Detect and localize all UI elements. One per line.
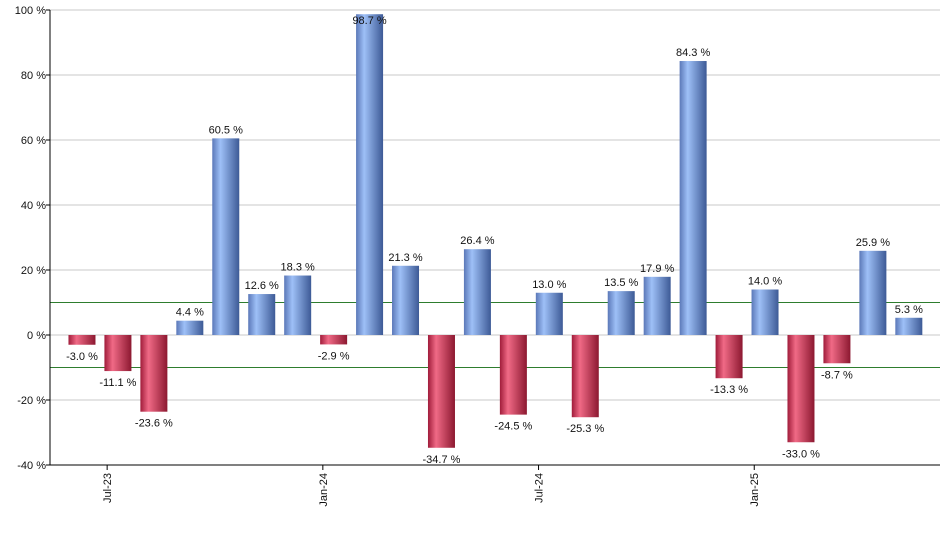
bar-negative (104, 335, 132, 372)
data-label: 84.3 % (676, 47, 710, 59)
y-tick-label: 40 % (21, 200, 46, 212)
bar-negative (140, 335, 168, 412)
bar-negative (68, 335, 96, 345)
bar-positive (859, 250, 887, 335)
data-label: 5.3 % (895, 304, 923, 316)
data-label: -11.1 % (99, 377, 136, 389)
data-label: 17.9 % (640, 263, 674, 275)
bar-positive (607, 291, 635, 335)
data-label: 18.3 % (281, 262, 315, 274)
y-tick-labels: -40 % -20 % 0 % 20 % 40 % 60 % 80 % 100 % (15, 5, 50, 472)
x-tick-label: Jan-25 (749, 473, 761, 507)
axes (49, 10, 940, 466)
bar-negative (499, 335, 527, 415)
data-label: -2.9 % (318, 350, 350, 362)
bar-positive (679, 61, 707, 336)
data-label: -33.0 % (782, 448, 820, 460)
data-label: -3.0 % (66, 351, 98, 363)
data-label: -13.3 % (710, 384, 748, 396)
y-tick-label: 0 % (27, 330, 46, 342)
bar-positive (356, 14, 384, 335)
y-tick-label: -20 % (17, 395, 46, 407)
data-label: -23.6 % (135, 418, 173, 430)
x-tick-label: Jul-23 (102, 473, 114, 503)
y-tick-label: -40 % (17, 460, 46, 472)
bar-positive (176, 320, 204, 335)
data-label: 98.7 % (352, 15, 386, 27)
data-label: -34.7 % (423, 454, 461, 466)
data-label: 13.5 % (604, 277, 638, 289)
x-tick-label: Jan-24 (318, 473, 330, 507)
bar-negative (715, 335, 743, 379)
x-tick-label: Jul-24 (534, 473, 546, 503)
data-label: 14.0 % (748, 276, 782, 288)
data-label: -8.7 % (821, 369, 853, 381)
y-tick-label: 80 % (21, 70, 46, 82)
bar-positive (535, 292, 563, 335)
bar-positive (212, 138, 240, 335)
data-label: 25.9 % (856, 237, 890, 249)
bar-negative (320, 335, 348, 345)
bar-positive (392, 265, 420, 335)
bar-positive (248, 294, 276, 335)
bar-negative (787, 335, 815, 443)
x-tick-labels: Jul-23 Jan-24 Jul-24 Jan-25 (102, 465, 761, 507)
data-label: 21.3 % (388, 252, 422, 264)
data-label: -25.3 % (566, 423, 604, 435)
bar-positive (643, 276, 671, 335)
data-label: 26.4 % (460, 235, 494, 247)
bar-positive (463, 249, 491, 335)
data-label: 60.5 % (209, 124, 243, 136)
y-tick-label: 20 % (21, 265, 46, 277)
bar-positive (751, 289, 779, 335)
data-label: 12.6 % (245, 280, 279, 292)
y-tick-label: 100 % (15, 5, 46, 17)
data-label: 4.4 % (176, 307, 204, 319)
bar-negative (823, 335, 851, 364)
bar-positive (284, 275, 312, 335)
data-label: 13.0 % (532, 279, 566, 291)
data-labels: -3.0 % -11.1 % -23.6 % 4.4 % 60.5 % 12.6 %18.… (66, 15, 923, 466)
bars (68, 14, 923, 448)
data-label: -24.5 % (494, 421, 532, 433)
bar-negative (571, 335, 599, 418)
bar-negative (427, 335, 455, 448)
bar-positive (895, 317, 923, 335)
y-tick-label: 60 % (21, 135, 46, 147)
